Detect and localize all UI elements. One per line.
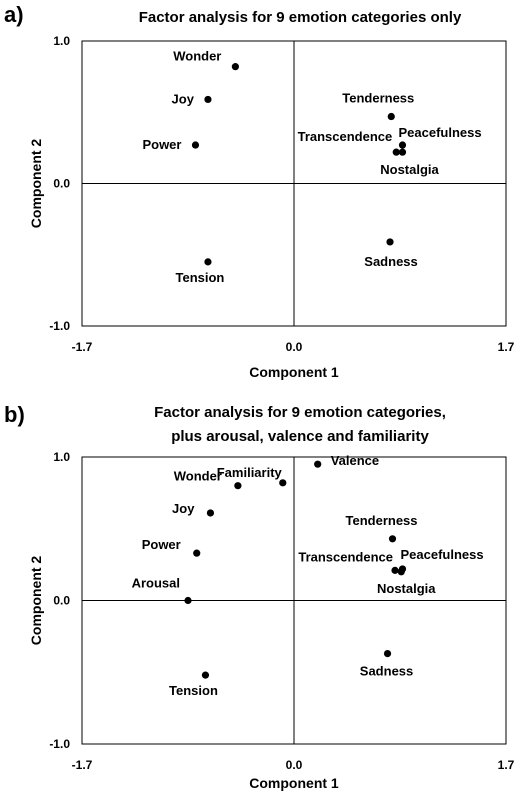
data-point-tension bbox=[201, 671, 210, 679]
y-tick-label: 1.0 bbox=[53, 450, 70, 464]
data-point-nostalgia bbox=[397, 568, 405, 576]
point-label-tenderness: Tenderness bbox=[342, 91, 414, 106]
point-label-valence: Valence bbox=[331, 453, 379, 468]
point-label-nostalgia: Nostalgia bbox=[380, 162, 439, 177]
data-point-transcendence bbox=[391, 566, 399, 574]
y-tick-label: 1.0 bbox=[53, 34, 70, 48]
chart-title: Factor analysis for 9 emotion categories… bbox=[154, 404, 446, 421]
data-point-power bbox=[191, 141, 200, 149]
y-tick-label: -1.0 bbox=[49, 319, 70, 333]
panel-label: a) bbox=[4, 2, 24, 27]
data-point-transcendence bbox=[392, 148, 400, 156]
x-tick-label: -1.7 bbox=[72, 340, 93, 354]
point-label-tension: Tension bbox=[176, 270, 225, 285]
chart-panel-a: a) Factor analysis for 9 emotion categori… bbox=[4, 2, 515, 380]
x-axis-label: Component 1 bbox=[249, 775, 339, 791]
panel-label: b) bbox=[4, 402, 25, 427]
point-label-joy: Joy bbox=[172, 91, 195, 106]
x-tick-label: 1.7 bbox=[498, 340, 515, 354]
point-label-familiarity: Familiarity bbox=[217, 465, 283, 480]
point-label-nostalgia: Nostalgia bbox=[377, 581, 436, 596]
data-point-tenderness bbox=[388, 535, 397, 543]
data-point-joy bbox=[204, 95, 212, 104]
point-label-wonder: Wonder bbox=[174, 469, 222, 484]
y-axis-label: Component 2 bbox=[28, 139, 44, 229]
data-point-wonder bbox=[234, 482, 242, 490]
point-label-peacefulness: Peacefulness bbox=[400, 547, 483, 562]
data-point-familiarity bbox=[279, 479, 287, 487]
point-label-arousal: Arousal bbox=[132, 576, 180, 591]
point-label-transcendence: Transcendence bbox=[298, 549, 393, 564]
x-tick-label: 1.7 bbox=[498, 758, 515, 772]
data-point-arousal bbox=[184, 596, 192, 605]
data-point-power bbox=[193, 549, 201, 557]
data-point-joy bbox=[206, 509, 215, 517]
y-axis-label: Component 2 bbox=[28, 556, 44, 646]
chart-title: plus arousal, valence and familiarity bbox=[171, 428, 429, 445]
x-tick-label: 0.0 bbox=[286, 758, 303, 772]
point-label-sadness: Sadness bbox=[364, 254, 417, 269]
data-point-valence bbox=[314, 460, 322, 468]
point-label-tension: Tension bbox=[169, 683, 218, 698]
data-point-tension bbox=[204, 258, 212, 266]
point-label-power: Power bbox=[142, 137, 181, 152]
y-tick-label: 0.0 bbox=[53, 594, 70, 608]
point-label-transcendence: Transcendence bbox=[298, 129, 393, 144]
chart-title: Factor analysis for 9 emotion categories… bbox=[139, 9, 462, 26]
point-label-tenderness: Tenderness bbox=[346, 513, 418, 528]
data-point-tenderness bbox=[387, 112, 395, 121]
data-point-nostalgia bbox=[398, 148, 407, 156]
chart-panel-b: b) Factor analysis for 9 emotion categori… bbox=[4, 402, 515, 791]
data-point-sadness bbox=[383, 649, 392, 658]
point-label-power: Power bbox=[142, 537, 181, 552]
x-tick-label: 0.0 bbox=[286, 340, 303, 354]
data-point-wonder bbox=[231, 63, 239, 71]
point-label-wonder: Wonder bbox=[173, 49, 221, 64]
y-tick-label: -1.0 bbox=[49, 737, 70, 751]
point-label-joy: Joy bbox=[172, 501, 195, 516]
point-label-sadness: Sadness bbox=[360, 664, 413, 679]
data-point-peacefulness bbox=[398, 141, 407, 149]
x-axis-label: Component 1 bbox=[249, 364, 339, 380]
data-point-sadness bbox=[386, 238, 394, 246]
x-tick-label: -1.7 bbox=[72, 758, 93, 772]
point-label-peacefulness: Peacefulness bbox=[398, 125, 481, 140]
y-tick-label: 0.0 bbox=[53, 177, 70, 191]
